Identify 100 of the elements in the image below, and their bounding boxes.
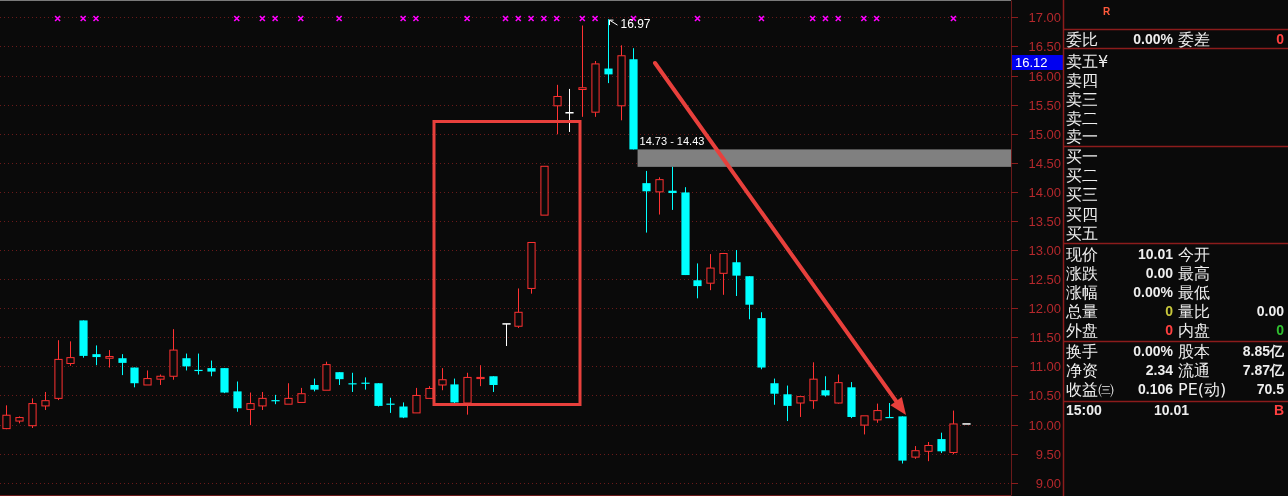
text: 0.00 [1256, 303, 1285, 319]
text: 卖五 [1066, 51, 1098, 71]
y-tick-label: 9.50 [1035, 447, 1061, 462]
text: 买三 [1066, 184, 1098, 204]
text: 卖二 [1066, 108, 1098, 128]
candlestick [578, 25, 587, 118]
candlestick [924, 441, 933, 462]
candlestick [540, 165, 549, 216]
y-tick-label: 11.50 [1029, 330, 1061, 345]
candlestick [809, 361, 818, 410]
candlestick [770, 378, 779, 406]
candlestick [246, 392, 255, 426]
text: 8.85亿 [1242, 343, 1285, 359]
text: 买四 [1066, 204, 1098, 224]
candlestick [732, 249, 741, 297]
candlestick [105, 349, 114, 369]
y-tick-label: 17.00 [1028, 10, 1061, 25]
text: 买一 [1066, 146, 1098, 166]
candlestick [796, 396, 805, 418]
y-tick-label: 12.50 [1028, 272, 1061, 287]
y-tick-label: 10.50 [1028, 388, 1061, 403]
text: 净资 [1066, 360, 1098, 380]
text: 卖四 [1066, 70, 1098, 90]
candlestick [361, 376, 370, 391]
text: 今开 [1178, 244, 1210, 264]
text: 0.00% [1133, 31, 1174, 47]
text: 10.01 [1137, 246, 1174, 262]
candlestick [348, 372, 357, 393]
text: 7.87亿 [1242, 362, 1285, 378]
text: 股本 [1178, 341, 1210, 361]
text: 量比 [1178, 301, 1210, 321]
text: 0 [1165, 322, 1174, 338]
y-tick-label: 15.00 [1028, 127, 1061, 142]
text: 委差 [1178, 29, 1210, 49]
y-tick-label: 9.00 [1035, 476, 1061, 491]
text: 15:00 [1066, 402, 1103, 418]
text: PE(动) [1178, 379, 1227, 399]
text: 涨跌 [1066, 263, 1098, 283]
text: 总量 [1065, 301, 1098, 321]
candlestick [233, 380, 242, 413]
candlestick [450, 378, 459, 406]
candlestick [386, 397, 395, 414]
text: R [1103, 5, 1111, 17]
candlestick [617, 44, 626, 121]
candlestick [604, 18, 613, 84]
candlestick [668, 166, 677, 211]
text: 16.12 [1015, 55, 1048, 70]
candlestick [118, 353, 127, 376]
candlestick [642, 170, 651, 234]
candlestick [143, 369, 152, 386]
text: 0.106 [1137, 381, 1174, 397]
annotation: 16.97 [620, 17, 651, 32]
text: 卖一 [1066, 126, 1098, 146]
text: 现价 [1066, 244, 1098, 264]
text: 0.00% [1133, 343, 1174, 359]
y-tick-label: 16.50 [1028, 39, 1061, 54]
text: 卖三 [1066, 89, 1098, 109]
text: 0 [1165, 303, 1174, 319]
y-tick-label: 11.00 [1029, 359, 1061, 374]
text: 委比 [1066, 29, 1098, 49]
candlestick [655, 176, 664, 216]
candlestick [885, 402, 894, 419]
text: 0.00% [1133, 284, 1174, 300]
y-tick-label: 16.00 [1028, 69, 1061, 84]
y-tick-label: 14.50 [1028, 156, 1061, 171]
text: B [1273, 402, 1284, 418]
y-tick-label: 12.00 [1028, 301, 1061, 316]
candlestick [937, 432, 946, 454]
candlestick [194, 353, 203, 376]
text: 买五 [1066, 223, 1098, 243]
text: 流通 [1178, 360, 1210, 380]
candlestick [693, 262, 702, 299]
text: 外盘 [1066, 320, 1098, 340]
y-tick-label: 13.00 [1028, 243, 1061, 258]
text: 内盘 [1178, 320, 1210, 340]
text: 买二 [1066, 165, 1098, 185]
text: 2.34 [1145, 362, 1174, 378]
text: 收益㈢ [1066, 379, 1114, 399]
text: ¥ [1098, 51, 1109, 71]
candlestick [66, 340, 75, 367]
text: 0 [1276, 31, 1285, 47]
y-tick-label: 15.50 [1028, 98, 1061, 113]
text: 70.5 [1256, 381, 1285, 397]
y-tick-label: 13.50 [1028, 214, 1061, 229]
y-tick-label: 10.00 [1028, 418, 1061, 433]
text: 最低 [1178, 282, 1210, 302]
candlestick [527, 241, 536, 295]
band-label: 14.73 - 14.43 [639, 135, 705, 148]
text: 涨幅 [1066, 282, 1098, 302]
candlestick [564, 88, 575, 133]
candlestick [28, 397, 37, 429]
candlestick [374, 382, 383, 407]
candlestick [501, 323, 512, 347]
candlestick [821, 375, 830, 398]
text: 0.00 [1145, 265, 1174, 281]
candlestick [553, 84, 562, 135]
text: 0 [1276, 322, 1285, 338]
candlestick [92, 344, 101, 366]
candlestick [783, 385, 792, 422]
candlestick [284, 382, 293, 405]
